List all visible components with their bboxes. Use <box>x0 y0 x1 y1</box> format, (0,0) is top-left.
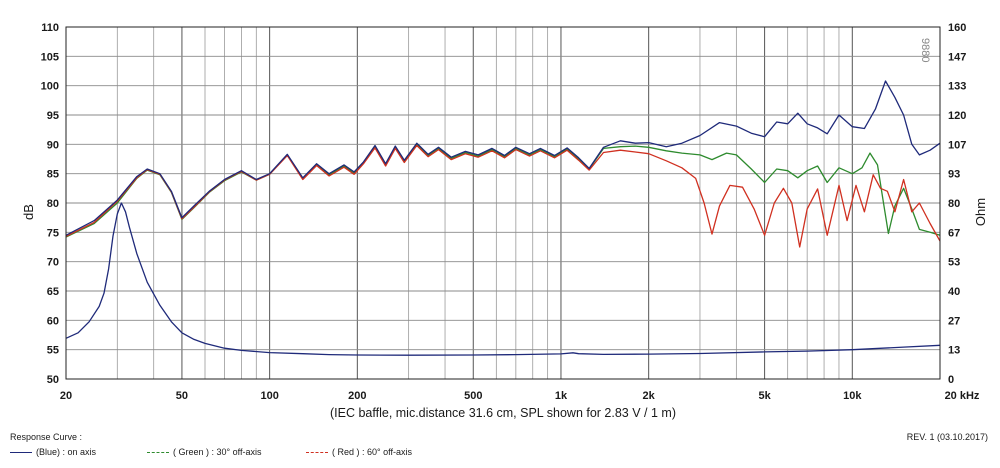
y-tick-label: 50 <box>47 374 59 386</box>
legend-item-green: ( Green ) : 30° off-axis <box>147 447 261 457</box>
y2-tick-label: 40 <box>948 286 960 298</box>
y-tick-label: 85 <box>47 169 59 181</box>
frequency-response-chart: 50 55 60 65 70 75 80 85 90 95 100 105 110 0 13 27 40 53 6… <box>21 22 988 420</box>
x-tick-label: 500 <box>464 390 482 402</box>
y-tick-label: 65 <box>47 286 59 298</box>
left-axis-ticks: 50 55 60 65 70 75 80 85 90 95 100 105 110 <box>41 22 59 386</box>
legend-item-blue: (Blue) : on axis <box>10 447 96 457</box>
y-axis-label: dB <box>21 204 36 220</box>
y-tick-label: 75 <box>47 227 59 239</box>
y2-tick-label: 80 <box>948 198 960 210</box>
x-tick-label: 50 <box>176 390 188 402</box>
major-gridlines <box>66 27 940 379</box>
x-axis-label: (IEC baffle, mic.distance 31.6 cm, SPL s… <box>330 406 676 420</box>
y2-tick-label: 0 <box>948 374 954 386</box>
y-tick-label: 105 <box>41 51 59 63</box>
x-tick-label: 100 <box>260 390 278 402</box>
x-tick-label: 1k <box>555 390 568 402</box>
y-tick-label: 55 <box>47 345 59 357</box>
y2-axis-label: Ohm <box>973 198 988 226</box>
y-tick-label: 80 <box>47 198 59 210</box>
legend-label-blue: (Blue) : on axis <box>36 447 97 457</box>
y-tick-label: 110 <box>41 22 59 34</box>
y2-tick-label: 13 <box>948 345 960 357</box>
x-axis-ticks: 20 50 100 200 500 1k 2k 5k 10k 20 kHz <box>60 390 980 402</box>
y2-tick-label: 107 <box>948 139 966 151</box>
impedance-curve <box>65 202 941 356</box>
y2-tick-label: 53 <box>948 257 960 269</box>
y2-tick-label: 93 <box>948 169 960 181</box>
x-tick-label: 5k <box>758 390 771 402</box>
y2-tick-label: 27 <box>948 315 960 327</box>
x-tick-label: 20 kHz <box>945 390 980 402</box>
legend-swatch-green <box>147 451 169 453</box>
y2-tick-label: 67 <box>948 227 960 239</box>
on-axis-curve <box>65 80 941 236</box>
y2-tick-label: 160 <box>948 22 966 34</box>
y2-tick-label: 147 <box>948 51 966 63</box>
legend-swatch-blue <box>10 451 32 453</box>
x-tick-label: 20 <box>60 390 72 402</box>
x-tick-label: 2k <box>643 390 656 402</box>
y-tick-label: 95 <box>47 110 59 122</box>
y-tick-label: 90 <box>47 139 59 151</box>
legend-label-green: ( Green ) : 30° off-axis <box>173 447 262 457</box>
y-tick-label: 60 <box>47 315 59 327</box>
watermark-code: 9880 <box>919 38 931 62</box>
x-tick-label: 200 <box>348 390 366 402</box>
legend-item-red: ( Red ) : 60° off-axis <box>306 447 412 457</box>
plot-frame <box>65 26 941 380</box>
series-layer <box>65 80 941 356</box>
legend-label-red: ( Red ) : 60° off-axis <box>332 447 412 457</box>
right-axis-ticks: 0 13 27 40 53 67 80 93 107 120 133 147 160 <box>948 22 966 386</box>
response-curve-title: Response Curve : <box>10 432 83 442</box>
y2-tick-label: 133 <box>948 81 966 93</box>
y2-tick-label: 120 <box>948 110 966 122</box>
y-tick-label: 70 <box>47 257 59 269</box>
revision-label: REV. 1 (03.10.2017) <box>906 432 988 442</box>
legend-swatch-red <box>306 451 328 453</box>
y-tick-label: 100 <box>41 81 59 93</box>
x-tick-label: 10k <box>843 390 862 402</box>
